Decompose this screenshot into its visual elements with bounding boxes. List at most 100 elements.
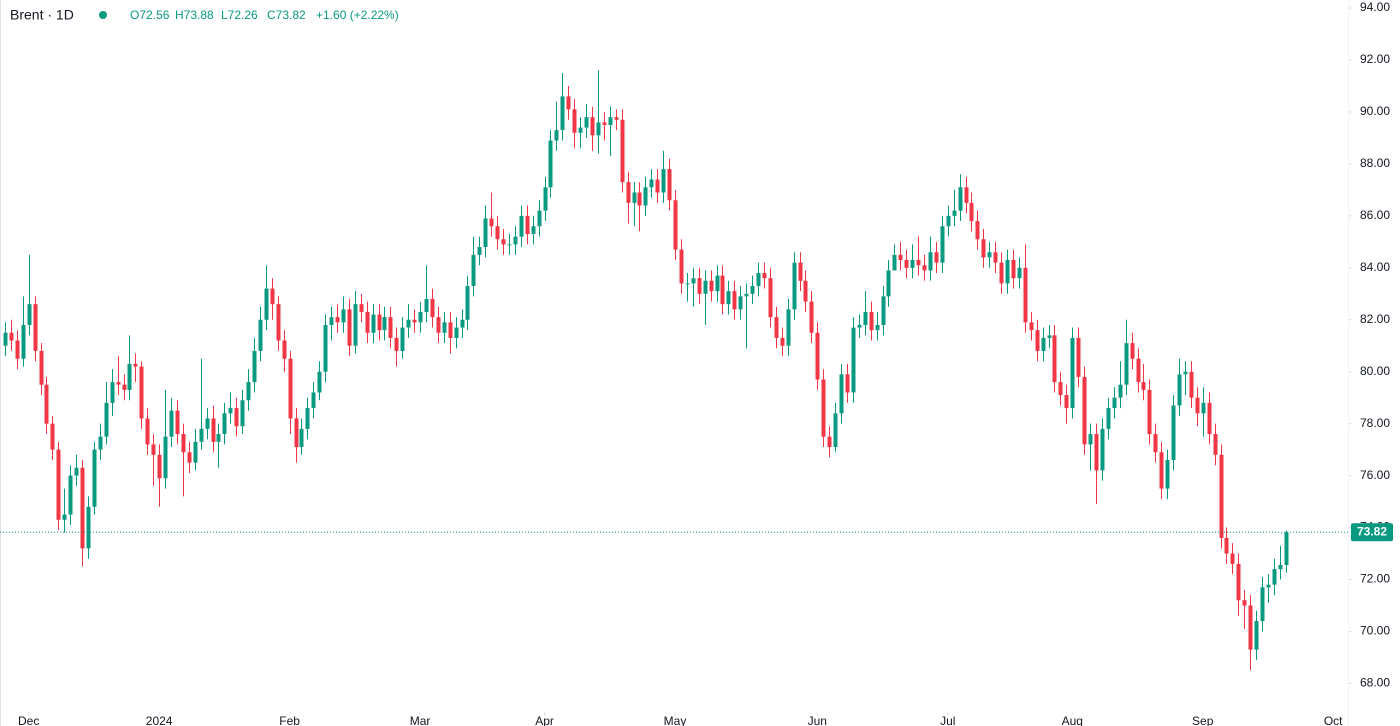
candle-body — [44, 384, 49, 424]
candle-body — [181, 434, 186, 453]
candle-body — [738, 296, 743, 310]
candle-body — [104, 402, 109, 437]
candle-body — [246, 382, 251, 401]
candle-body — [851, 327, 856, 393]
candle-body — [424, 298, 429, 312]
candle-body — [1254, 621, 1259, 650]
candle-body — [572, 109, 577, 133]
x-tick-label: Sep — [1192, 714, 1214, 726]
candle-body — [1064, 395, 1069, 409]
candle-body — [127, 363, 132, 390]
candle-body — [377, 314, 382, 331]
ohlc-value: +1.60 (+2.22%) — [316, 8, 399, 22]
candle-body — [1219, 454, 1224, 538]
candle-body — [1171, 405, 1176, 461]
candle-body — [1011, 260, 1016, 279]
candle-body — [1070, 337, 1075, 409]
ohlc-value: L72.26 — [221, 8, 258, 22]
candle-body — [98, 436, 103, 450]
candle-body — [388, 317, 393, 338]
candle-body — [875, 324, 880, 331]
candle-body — [857, 324, 862, 328]
candle-body — [1076, 337, 1081, 377]
candle-body — [477, 247, 482, 255]
candle-body — [311, 392, 316, 409]
candle-body — [1159, 452, 1164, 489]
candle-body — [56, 449, 61, 520]
candle-body — [359, 304, 364, 312]
y-tick-label: 94.00 — [1360, 0, 1390, 14]
candle-body — [1242, 600, 1247, 606]
candle-body — [620, 119, 625, 183]
candle-body — [602, 122, 607, 125]
candle-body — [116, 382, 121, 385]
status-dot — [99, 11, 107, 19]
candle-body — [626, 182, 631, 203]
candle-body — [726, 291, 731, 305]
candle-body — [323, 324, 328, 372]
candle-body — [353, 304, 358, 346]
x-tick-label: Jun — [808, 714, 827, 726]
candle-body — [821, 379, 826, 437]
y-tick-label: 76.00 — [1360, 468, 1390, 482]
candle-body — [299, 428, 304, 448]
candle-body — [460, 319, 465, 328]
candle-body — [329, 317, 334, 325]
candle-body — [1147, 389, 1152, 435]
ohlc-value: O72.56 — [130, 8, 170, 22]
candle-body — [768, 278, 773, 318]
candle-body — [228, 408, 233, 414]
candle-body — [1023, 267, 1028, 323]
candle-body — [1278, 564, 1283, 570]
candle-body — [483, 218, 488, 248]
candle-body — [614, 117, 619, 120]
candle-body — [1177, 374, 1182, 406]
candle-body — [987, 252, 992, 258]
x-tick-label: Feb — [279, 714, 300, 726]
candle-body — [999, 262, 1004, 284]
candle-body — [1118, 384, 1123, 398]
candle-body — [809, 301, 814, 333]
candle-body — [122, 384, 127, 390]
candle-body — [886, 270, 891, 297]
candle-body — [465, 285, 470, 320]
y-tick-label: 90.00 — [1360, 104, 1390, 118]
candle-body — [869, 311, 874, 331]
x-tick-label: Apr — [535, 714, 554, 726]
candle-body — [1207, 402, 1212, 435]
candle-body — [904, 260, 909, 268]
candle-body — [1100, 428, 1105, 471]
y-tick-label: 92.00 — [1360, 52, 1390, 66]
candle-body — [969, 202, 974, 222]
candle-body — [394, 337, 399, 351]
x-tick-label: Dec — [18, 714, 39, 726]
candle-body — [412, 319, 417, 323]
candle-body — [175, 410, 180, 435]
candle-body — [157, 454, 162, 479]
candle-body — [548, 140, 553, 188]
last-price-tag — [1351, 523, 1393, 542]
last-price-label: 73.82 — [1357, 524, 1387, 538]
candle-body — [993, 252, 998, 263]
candle-body — [1236, 563, 1241, 601]
x-tick-label: Mar — [410, 714, 431, 726]
candle-body — [68, 475, 73, 515]
candle-body — [216, 434, 221, 442]
candle-body — [448, 322, 453, 338]
candle-body — [3, 332, 8, 346]
candle-body — [400, 327, 405, 351]
candle-body — [1124, 343, 1129, 385]
candle-body — [774, 317, 779, 338]
candle-body — [803, 280, 808, 302]
candle-body — [928, 252, 933, 271]
candle-body — [74, 467, 79, 476]
candle-body — [661, 169, 666, 193]
candle-body — [1082, 376, 1087, 445]
candle-body — [1260, 587, 1265, 622]
candle-body — [543, 187, 548, 211]
candle-body — [27, 304, 32, 325]
candle-body — [62, 514, 67, 520]
candle-body — [193, 441, 198, 463]
